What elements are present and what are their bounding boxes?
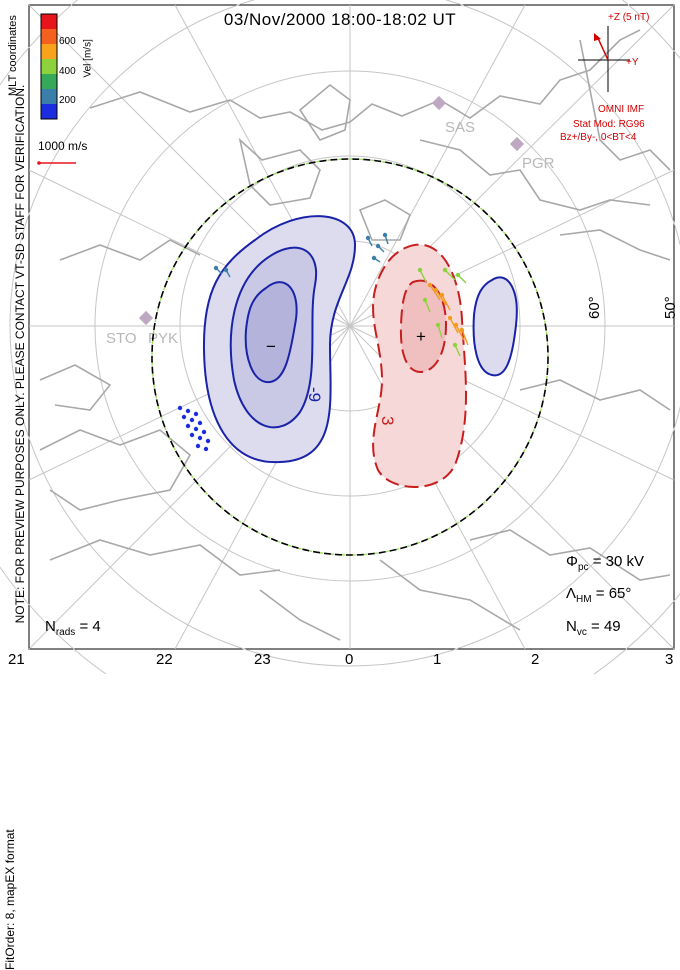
lat-label-50: 50°: [662, 296, 679, 319]
velocity-colorbar: [40, 13, 58, 120]
negative-potential-cell: − -9: [202, 215, 357, 464]
colorbar-swatch: [41, 29, 57, 44]
hm-boundary-green: [151, 158, 549, 556]
imf-model: Stat Mod: RG96: [573, 119, 645, 130]
imf-source: OMNI IMF: [598, 104, 645, 115]
imf-y-label: +Y: [626, 57, 639, 68]
negative-contour-label: -9: [305, 387, 324, 402]
station-label-sas: SAS: [445, 119, 475, 136]
imf-z-label: +Z (5 nT): [608, 12, 650, 23]
stat-phi-pc: Φpc = 30 kV: [566, 553, 644, 573]
stat-nvc: Nvc = 49: [566, 618, 621, 638]
station-label-pgr: PGR: [522, 155, 555, 172]
colorbar-swatch: [41, 14, 57, 29]
colorbar-swatch: [41, 104, 57, 119]
station-label-pyk: PYK: [148, 330, 178, 347]
imf-dial: [578, 26, 630, 92]
colorbar-tick-600: 600: [59, 36, 76, 47]
mlt-hour-22: 22: [156, 651, 173, 668]
colorbar-swatch: [41, 44, 57, 59]
mlt-hour-3: 3: [665, 651, 674, 668]
mlt-hour-1: 1: [433, 651, 442, 668]
colorbar-swatch: [41, 74, 57, 89]
positive-center-mark: +: [416, 327, 426, 346]
colorbar-swatch: [41, 59, 57, 74]
vector-scale-label: 1000 m/s: [38, 139, 88, 153]
hm-boundary: [151, 158, 549, 556]
plot-frame: [28, 4, 675, 650]
colorbar-tick-400: 400: [59, 66, 76, 77]
mlt-hour-23: 23: [254, 651, 271, 668]
fit-note: FitOrder: 8, mapEX format: [3, 829, 17, 970]
station-marker-pgr: [509, 136, 525, 152]
negative-center-mark: −: [266, 337, 276, 356]
vector-scale-dot: [37, 161, 41, 165]
stat-lambda-hm: ΛHM = 65°: [566, 585, 632, 605]
colorbar-label: Vel [m/s]: [82, 39, 94, 78]
velocity-vectors: [177, 232, 469, 452]
station-label-sto: STO: [106, 330, 137, 347]
positive-potential-cell: + 3: [372, 243, 467, 488]
colorbar-border: [40, 13, 58, 120]
station-markers: [138, 95, 525, 326]
imf-condition: Bz+/By-, 0<BT<4: [560, 132, 637, 143]
mlt-hour-21: 21: [8, 651, 25, 668]
colorbar-swatch: [41, 89, 57, 104]
secondary-negative-cell: [472, 276, 518, 377]
convection-map: SAS PGR STO PYK 60° 50° − -9 + 3: [0, 0, 680, 674]
negative-inner-contour: [244, 281, 298, 384]
station-marker-sto: [138, 310, 154, 326]
stat-nrads: Nrads = 4: [45, 618, 101, 638]
mlt-hour-2: 2: [531, 651, 540, 668]
station-marker-sas: [431, 95, 447, 111]
coastlines: [39, 29, 671, 641]
colorbar-tick-200: 200: [59, 95, 76, 106]
mlt-hour-0: 0: [345, 651, 354, 668]
positive-inner-contour: [399, 279, 448, 374]
positive-contour-label: 3: [378, 416, 397, 425]
map-title: 03/Nov/2000 18:00-18:02 UT: [223, 10, 457, 29]
lat-label-60: 60°: [586, 296, 603, 319]
imf-vector: [596, 35, 609, 61]
